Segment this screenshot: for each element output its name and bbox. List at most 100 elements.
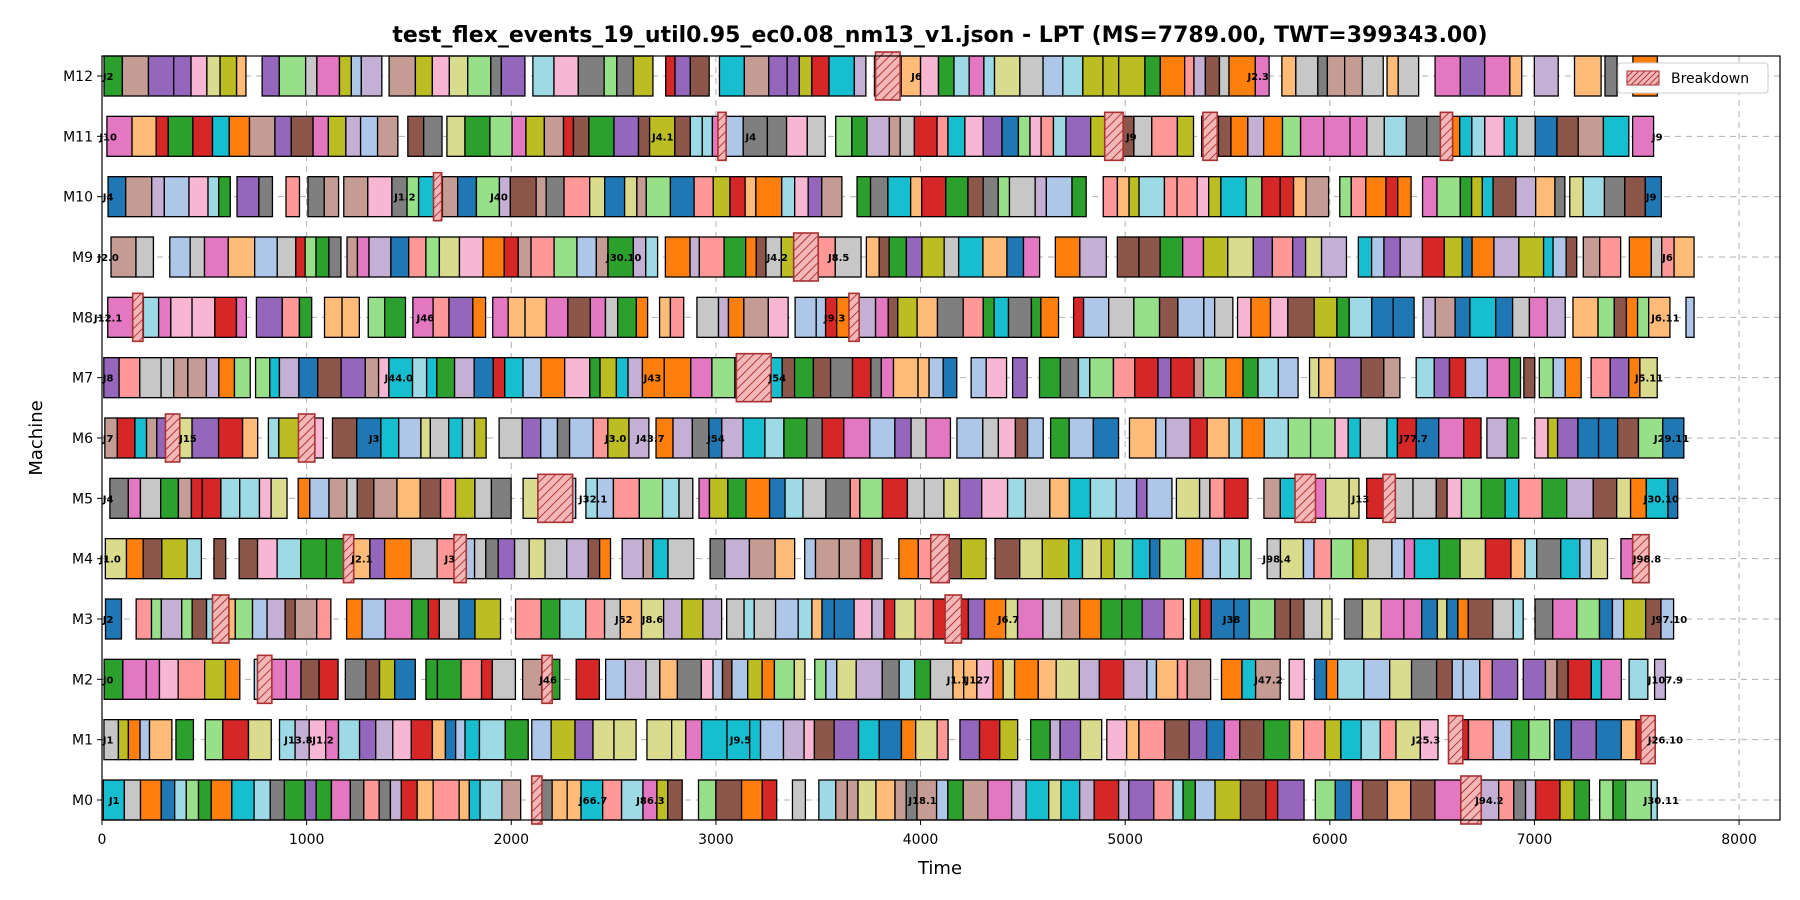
job-bar (1034, 176, 1048, 218)
job-bar (410, 538, 438, 580)
job-bar (256, 538, 278, 580)
breakdown-hatch-line (717, 130, 727, 140)
x-tick-label: 1000 (289, 832, 325, 848)
job-bar (1313, 538, 1333, 580)
job-bar (718, 55, 745, 97)
job-bar (358, 719, 377, 761)
x-tick-label: 3000 (698, 832, 734, 848)
job-label: J5.11 (1634, 374, 1663, 385)
job-bar (135, 598, 153, 640)
job-bar (1176, 658, 1188, 700)
job-bar (1524, 779, 1537, 821)
breakdown-hatch-line (1202, 112, 1213, 122)
job-bar (467, 55, 492, 97)
job-bar (1049, 719, 1061, 761)
job-bar (315, 236, 330, 278)
job-bar (745, 236, 757, 278)
job-bar (1196, 176, 1210, 218)
job-bar (835, 779, 848, 821)
job-bar (189, 236, 206, 278)
job-bar (1421, 176, 1438, 218)
job-bar (1220, 176, 1247, 218)
job-bar (1042, 55, 1064, 97)
job-bar (327, 115, 347, 157)
job-bar (478, 719, 506, 761)
job-bar (1265, 779, 1279, 821)
job-bar (982, 176, 999, 218)
breakdown-hatch-line (257, 658, 273, 674)
job-bar (1155, 417, 1167, 459)
job-bar (645, 658, 661, 700)
job-bar (258, 477, 272, 519)
breakdown-bar (131, 292, 144, 343)
job-bar (1236, 296, 1252, 338)
job-bar (1261, 176, 1281, 218)
job-bar (617, 296, 638, 338)
job-bar (177, 658, 206, 700)
job-bar (1459, 115, 1473, 157)
job-bar (181, 598, 193, 640)
breakdown-hatch-line (1640, 737, 1656, 752)
job-bar (784, 477, 804, 519)
job-bar (773, 658, 795, 700)
job-bar (1025, 779, 1050, 821)
job-bar (507, 296, 526, 338)
job-bar (145, 658, 161, 700)
job-bar (312, 115, 329, 157)
job-bar (1014, 417, 1029, 459)
job-bar (871, 538, 883, 580)
job-bar (1367, 538, 1393, 580)
job-bar (1079, 236, 1107, 278)
job-bar (604, 296, 619, 338)
job-bar (269, 779, 286, 821)
job-bar (869, 417, 896, 459)
job-bar (155, 115, 169, 157)
breakdown-hatch-line (537, 484, 573, 520)
job-label: J98.4 (1261, 555, 1290, 566)
job-bar (740, 779, 763, 821)
job-bar (1556, 115, 1579, 157)
job-bar (1491, 658, 1519, 700)
job-bar (1392, 296, 1415, 338)
job-bar (821, 176, 843, 218)
job-bar (1239, 779, 1267, 821)
job-bar (540, 357, 566, 399)
job-bar (1257, 357, 1279, 399)
job-bar (1467, 719, 1494, 761)
job-bar (1363, 658, 1391, 700)
job-bar (163, 176, 190, 218)
job-bar (1303, 719, 1326, 761)
job-bar (1371, 296, 1394, 338)
job-bar (1443, 236, 1463, 278)
job-bar (350, 55, 362, 97)
job-bar (1508, 357, 1522, 399)
job-bar (1054, 236, 1081, 278)
job-bar (281, 296, 301, 338)
job-bar (1060, 779, 1081, 821)
job-bar (615, 357, 629, 399)
job-bar (928, 357, 944, 399)
job-bar (1464, 357, 1488, 399)
job-label: J6 (1661, 253, 1673, 264)
job-bar (1112, 357, 1136, 399)
job-bar (624, 658, 647, 700)
job-bar (970, 357, 987, 399)
job-bar (812, 357, 832, 399)
job-bar (316, 55, 341, 97)
job-bar (298, 357, 319, 399)
job-label: J46 (416, 313, 435, 324)
job-bar (1600, 658, 1622, 700)
job-bar (425, 236, 441, 278)
job-bar (1360, 357, 1385, 399)
breakdown-hatch-line (723, 157, 727, 161)
job-bar (489, 115, 513, 157)
job-bar (1089, 477, 1117, 519)
job-bar (1451, 658, 1464, 700)
job-bar (151, 176, 165, 218)
breakdown-hatch-line (349, 578, 355, 583)
job-bar (1194, 779, 1216, 821)
job-bar (1582, 236, 1601, 278)
job-bar (1334, 779, 1352, 821)
job-bar (1352, 538, 1369, 580)
job-bar (712, 658, 724, 700)
